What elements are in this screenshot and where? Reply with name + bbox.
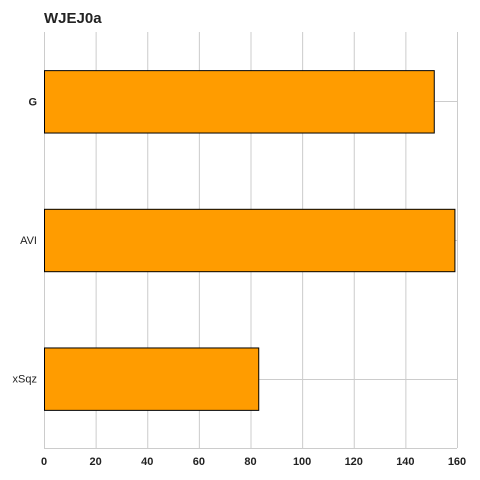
x-tick-label: 140 (396, 456, 414, 468)
x-axis-ticks: 0 20 40 60 80 100 120 140 160 (41, 456, 466, 468)
chart-title: WJEJ0a (44, 10, 102, 27)
bar-AVI (44, 208, 456, 273)
x-tick-label: 40 (141, 456, 153, 468)
x-tick-label: 80 (244, 456, 256, 468)
bars (44, 70, 456, 411)
x-tick-label: 20 (90, 456, 102, 468)
category-label: AVI (20, 235, 37, 247)
category-labels: G AVI xSqz (13, 96, 37, 385)
bar-xSqz (44, 347, 260, 411)
x-tick-label: 120 (345, 456, 363, 468)
bar-G (44, 70, 435, 134)
category-label: G (28, 96, 37, 108)
x-tick-label: 160 (448, 456, 466, 468)
category-label: xSqz (13, 374, 37, 386)
x-tick-label: 60 (193, 456, 205, 468)
x-tick-label: 100 (293, 456, 311, 468)
x-tick-label: 0 (41, 456, 47, 468)
